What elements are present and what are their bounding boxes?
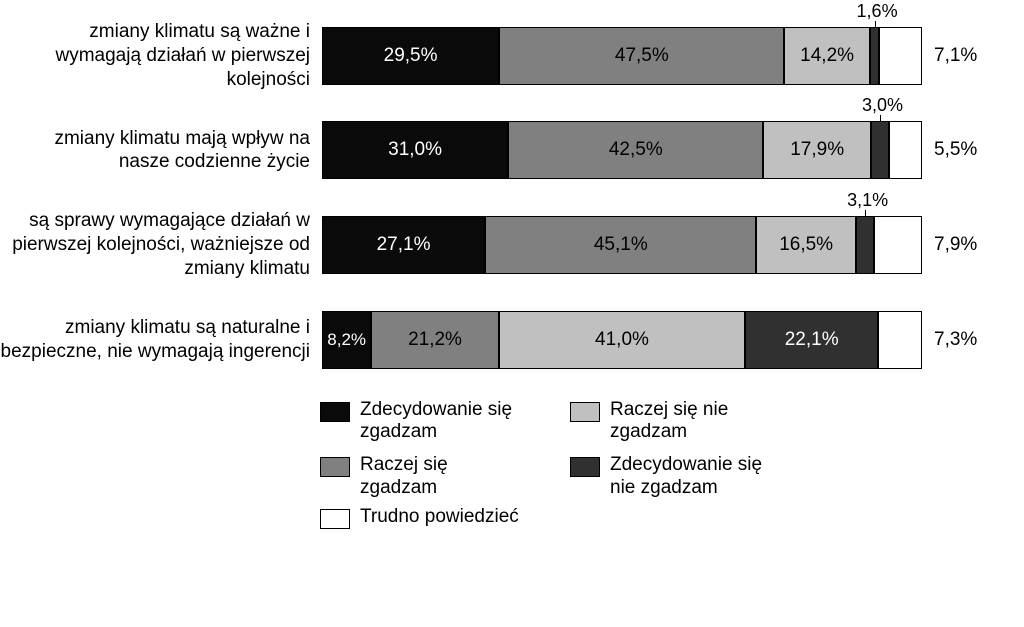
bar-segment <box>856 216 875 274</box>
segment-value: 45,1% <box>594 234 648 256</box>
bar-segment <box>870 27 880 85</box>
bar-segment <box>879 27 922 85</box>
bar-segment: 47,5% <box>499 27 784 85</box>
bar-segment: 27,1% <box>322 216 485 274</box>
chart-row: są sprawy wymagające działań w pierwszej… <box>0 209 1004 280</box>
legend-swatch <box>320 457 350 477</box>
legend-column: Zdecydowanie się zgadzam Raczej się zgadz… <box>320 399 530 500</box>
legend: Zdecydowanie się zgadzam Raczej się zgadz… <box>320 399 980 529</box>
callout-line <box>865 210 866 216</box>
segment-value: 31,0% <box>388 139 442 161</box>
bar: 29,5% 47,5% 14,2% <box>322 27 922 85</box>
callout-label: 1,6% <box>857 1 898 22</box>
row-label: zmiany klimatu mają wpływ na nasze codzi… <box>0 127 322 175</box>
legend-item: Raczej się zgadzam <box>320 454 530 500</box>
bar-segment: 14,2% <box>784 27 869 85</box>
segment-value: 27,1% <box>377 234 431 256</box>
segment-value: 47,5% <box>615 45 669 67</box>
bar-segment: 21,2% <box>371 311 498 369</box>
bar-wrap: 27,1%45,1%16,5%3,1% <box>322 216 922 274</box>
segment-value: 21,2% <box>408 329 462 351</box>
legend-column: Raczej się nie zgadzam Zdecydowanie się n… <box>570 399 780 500</box>
bar-segment: 22,1% <box>745 311 878 369</box>
legend-item: Zdecydowanie się zgadzam <box>320 399 530 445</box>
bar-segment <box>878 311 922 369</box>
bar-segment: 42,5% <box>508 121 763 179</box>
segment-value: 42,5% <box>609 139 663 161</box>
legend-label: Raczej się zgadzam <box>360 454 530 500</box>
bar-segment: 31,0% <box>322 121 508 179</box>
segment-value: 14,2% <box>800 45 854 67</box>
chart-row: zmiany klimatu są naturalne i bezpieczne… <box>0 311 1004 369</box>
legend-label: Zdecydowanie się nie zgadzam <box>610 454 780 500</box>
segment-value: 17,9% <box>790 139 844 161</box>
right-value: 7,9% <box>922 234 1004 256</box>
bar-segment: 45,1% <box>485 216 756 274</box>
legend-swatch <box>320 509 350 529</box>
legend-swatch <box>570 457 600 477</box>
legend-item: Raczej się nie zgadzam <box>570 399 780 445</box>
callout-line <box>875 21 876 27</box>
legend-column: Trudno powiedzieć <box>320 506 519 529</box>
legend-label: Raczej się nie zgadzam <box>610 399 780 445</box>
legend-swatch <box>320 402 350 422</box>
segment-value: 29,5% <box>384 45 438 67</box>
segment-value: 16,5% <box>779 234 833 256</box>
chart-row: zmiany klimatu mają wpływ na nasze codzi… <box>0 121 1004 179</box>
bar-segment <box>871 121 889 179</box>
legend-label: Trudno powiedzieć <box>360 506 519 529</box>
right-value: 5,5% <box>922 139 1004 161</box>
bar-segment <box>889 121 922 179</box>
bar-segment: 29,5% <box>322 27 499 85</box>
callout-line <box>880 115 881 121</box>
row-label: zmiany klimatu są ważne i wymagają dział… <box>0 20 322 91</box>
bar-wrap: 31,0%42,5%17,9%3,0% <box>322 121 922 179</box>
callout-label: 3,0% <box>862 95 903 116</box>
bar-wrap: 29,5%47,5%14,2%1,6% <box>322 27 922 85</box>
chart-row: zmiany klimatu są ważne i wymagają dział… <box>0 20 1004 91</box>
bar-segment: 17,9% <box>763 121 871 179</box>
bar-segment <box>874 216 922 274</box>
segment-value: 22,1% <box>785 329 839 351</box>
callout-label: 3,1% <box>847 190 888 211</box>
bar-segment: 8,2% <box>322 311 371 369</box>
bar: 8,2% 21,2% 41,0% 22,1% <box>322 311 922 369</box>
legend-label: Zdecydowanie się zgadzam <box>360 399 530 445</box>
bar-segment: 41,0% <box>499 311 745 369</box>
right-value: 7,1% <box>922 45 1004 67</box>
legend-item: Trudno powiedzieć <box>320 506 519 529</box>
bar: 27,1% 45,1% 16,5% <box>322 216 922 274</box>
segment-value: 8,2% <box>327 330 366 350</box>
segment-value: 41,0% <box>595 329 649 351</box>
legend-item: Zdecydowanie się nie zgadzam <box>570 454 780 500</box>
stacked-bar-chart: zmiany klimatu są ważne i wymagają dział… <box>0 20 1004 369</box>
bar: 31,0% 42,5% 17,9% <box>322 121 922 179</box>
bar-segment: 16,5% <box>756 216 855 274</box>
right-value: 7,3% <box>922 329 1004 351</box>
bar-wrap: 8,2% 21,2% 41,0% 22,1% <box>322 311 922 369</box>
row-label: zmiany klimatu są naturalne i bezpieczne… <box>0 316 322 364</box>
legend-swatch <box>570 402 600 422</box>
row-label: są sprawy wymagające działań w pierwszej… <box>0 209 322 280</box>
